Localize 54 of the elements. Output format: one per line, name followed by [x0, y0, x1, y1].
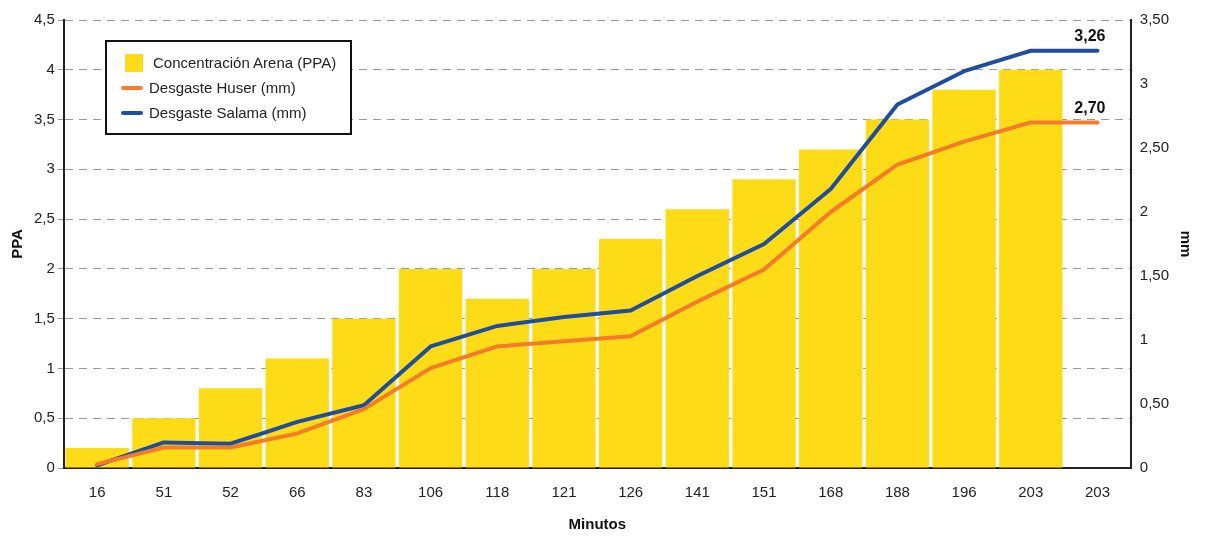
x-axis-title: Minutos [568, 515, 627, 533]
data-label: 2,70 [1074, 98, 1106, 116]
x-tick-label: 118 [485, 483, 510, 501]
y-axis-title: PPA [8, 228, 26, 259]
y2-tick-label: 3 [1139, 74, 1149, 92]
bar [732, 179, 796, 468]
x-tick-label: 16 [88, 483, 106, 501]
y-tick-label: 1 [46, 358, 55, 376]
x-tick-label: 141 [684, 483, 710, 501]
y2-tick-label: 1 [1139, 330, 1149, 348]
y2-tick-label: 0,50 [1139, 394, 1170, 412]
y-tick-label: 4 [46, 59, 55, 77]
bar [932, 89, 996, 468]
y2-tick-label: 1,50 [1139, 266, 1170, 284]
y2-tick-label: 3,50 [1139, 10, 1170, 28]
x-tick-label: 51 [155, 483, 173, 501]
y-tick-label: 2 [46, 259, 55, 277]
data-label: 3,26 [1074, 27, 1106, 45]
bar [532, 268, 596, 468]
x-tick-label: 126 [618, 483, 644, 501]
y-tick-label: 0 [46, 458, 55, 476]
y-tick-label: 1,5 [33, 308, 55, 326]
y2-tick-label: 0 [1139, 458, 1149, 476]
x-tick-label: 188 [884, 483, 910, 501]
bar [999, 69, 1063, 468]
bar [265, 358, 329, 468]
legend-label: Desgaste Salama (mm) [149, 104, 307, 121]
x-tick-label: 52 [222, 483, 239, 501]
bar [332, 318, 396, 468]
x-tick-label: 121 [551, 483, 577, 501]
legend-label: Concentración Arena (PPA) [153, 54, 337, 71]
y-tick-label: 4,5 [33, 10, 55, 28]
y2-axis-title: mm [1177, 230, 1195, 258]
bar [465, 298, 529, 468]
x-tick-label: 203 [1018, 483, 1044, 501]
legend-label: Desgaste Huser (mm) [149, 79, 296, 96]
x-tick-label: 196 [951, 483, 977, 501]
x-tick-label: 168 [818, 483, 844, 501]
y-tick-label: 2,5 [33, 209, 55, 227]
x-tick-label: 203 [1084, 483, 1110, 501]
bar [799, 149, 863, 468]
y-tick-label: 3,5 [33, 109, 55, 127]
bar [865, 119, 930, 468]
bar [599, 239, 663, 468]
x-tick-label: 151 [751, 483, 777, 501]
y-tick-label: 0,5 [33, 408, 55, 426]
x-tick-label: 66 [288, 483, 306, 501]
y-tick-label: 3 [46, 159, 55, 177]
x-tick-label: 106 [418, 483, 444, 501]
x-tick-label: 83 [355, 483, 373, 501]
bar [665, 209, 730, 468]
y2-tick-label: 2,50 [1139, 138, 1170, 156]
bar [398, 268, 463, 468]
y2-tick-label: 2 [1139, 202, 1149, 220]
